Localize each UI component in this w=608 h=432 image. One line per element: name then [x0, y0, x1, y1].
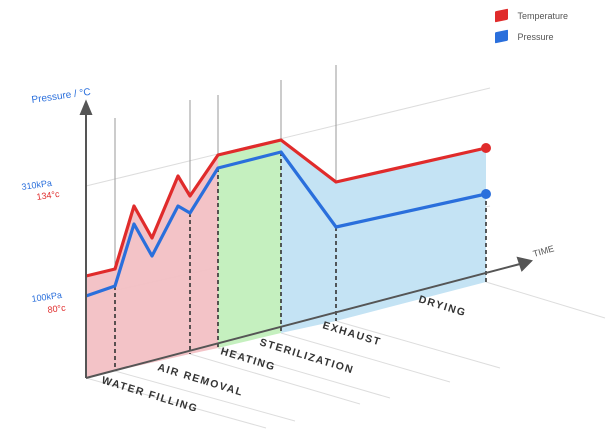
phase-fill-blue	[281, 140, 486, 333]
y-tick-temp-low: 80°c	[47, 302, 67, 314]
floor-line-1	[85, 377, 267, 429]
phase-label-exhaust: EXHAUST	[321, 319, 383, 348]
x-axis-arrow	[516, 256, 533, 272]
floor-line-4	[217, 347, 391, 399]
pressure-end-marker	[481, 189, 491, 199]
phase-dividers	[114, 152, 487, 371]
phase-label-air-removal: AIR REMOVAL	[156, 361, 245, 399]
y-axis-arrow	[79, 99, 93, 115]
legend-swatch-temperature	[495, 8, 509, 23]
floor-line-2	[114, 370, 296, 422]
floor-line-6	[335, 320, 501, 369]
phase-fill-pink	[86, 155, 218, 378]
legend-swatch-pressure	[495, 29, 509, 44]
legend-item-pressure: Pressure	[495, 29, 568, 44]
y-tick-pressure-high: 310kPa	[21, 178, 53, 192]
legend-label-pressure: Pressure	[517, 31, 554, 42]
floor-line-7	[485, 281, 606, 319]
pressure-line	[85, 150, 487, 298]
phase-label-drying: DRYING	[417, 293, 468, 319]
x-axis	[85, 263, 521, 379]
legend-label-temperature: Temperature	[517, 10, 568, 21]
axes	[79, 99, 533, 379]
temperature-line	[85, 138, 487, 278]
phase-gridlines	[114, 65, 337, 269]
y-tick-pressure-low: 100kPa	[31, 290, 63, 304]
floor-line-5	[280, 332, 451, 383]
phase-fill-green	[218, 140, 281, 348]
y-axis-label: Pressure / °C	[31, 87, 92, 106]
legend: Temperature Pressure	[495, 8, 568, 52]
x-axis-label: TIME	[532, 243, 555, 259]
legend-item-temperature: Temperature	[495, 8, 568, 23]
y-tick-temp-high: 134°c	[36, 189, 61, 202]
floor-line-3	[189, 353, 361, 405]
guide-line-upper	[85, 87, 491, 187]
temperature-end-marker	[481, 143, 491, 153]
